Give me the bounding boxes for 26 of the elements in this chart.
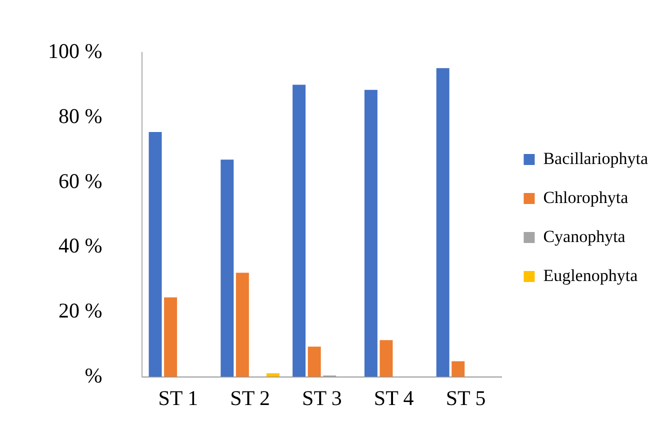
legend-label: Euglenophyta (543, 266, 638, 285)
x-tick-label: ST 2 (230, 386, 270, 410)
y-tick-label: 100 % (48, 39, 102, 64)
legend-label: Cyanophyta (543, 226, 626, 246)
y-tick-label: 60 % (58, 168, 102, 193)
y-tick-label: % (84, 363, 102, 388)
bar (292, 84, 306, 377)
legend-label: Bacillariophyta (543, 148, 648, 168)
legend-label: Chlorophyta (543, 188, 629, 207)
y-tick-label: 20 % (58, 298, 102, 322)
bar (266, 373, 280, 377)
bar (380, 340, 393, 377)
bar (436, 68, 450, 377)
bar (220, 160, 234, 377)
x-tick-label: ST 4 (374, 386, 414, 410)
x-tick-label: ST 5 (446, 386, 486, 410)
y-tick-label: 80 % (58, 104, 102, 128)
bar (364, 90, 378, 377)
x-tick-label: ST 3 (302, 386, 342, 410)
x-tick-label: ST 1 (158, 386, 198, 410)
bar (308, 346, 321, 377)
bar (236, 272, 249, 377)
bar (452, 361, 465, 377)
bar (164, 297, 178, 377)
y-tick-label: 40 % (58, 234, 102, 258)
bar (148, 132, 162, 377)
